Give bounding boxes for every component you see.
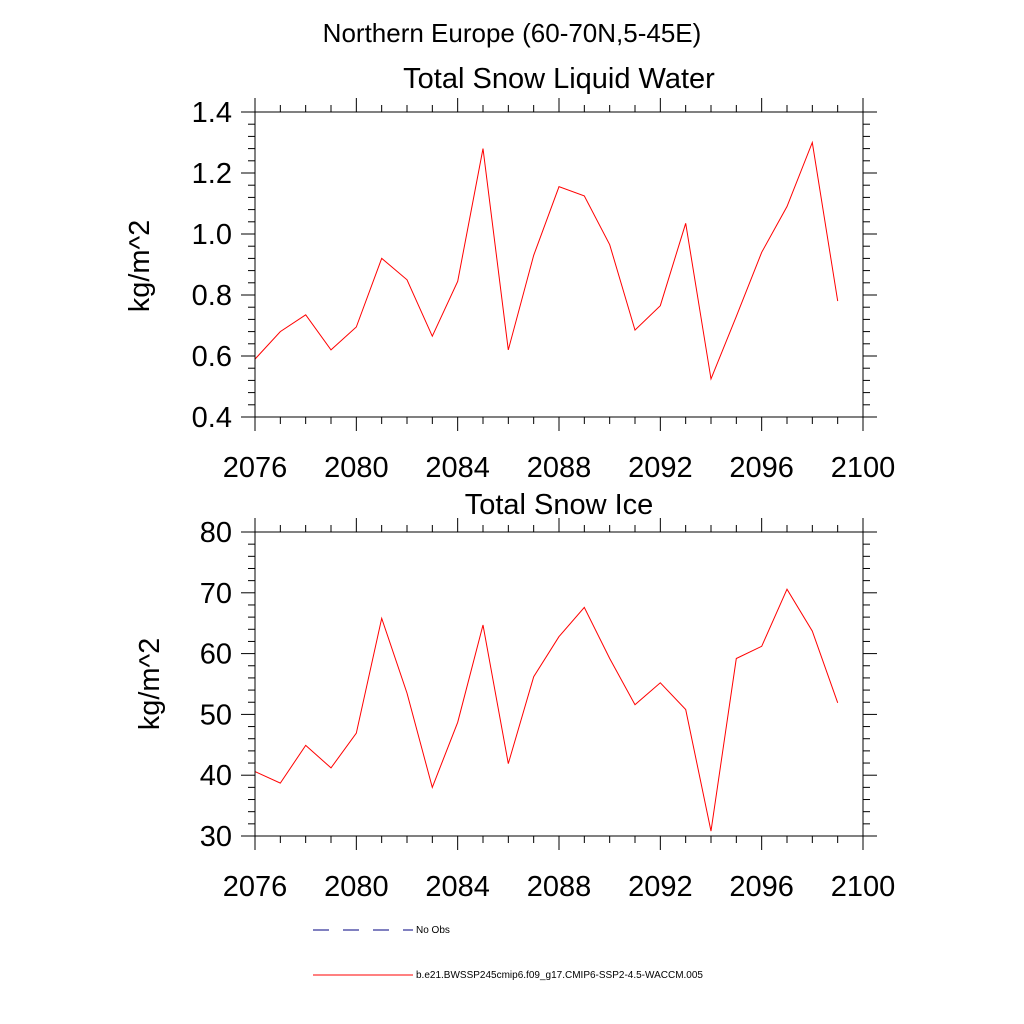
y-tick-label: 70	[200, 578, 232, 610]
y-tick-label: 1.4	[192, 97, 232, 129]
panel-title: Total Snow Liquid Water	[403, 63, 715, 95]
tick-labels: 2076 2080 2084 2088 2092 2096 2100 0.4 0.6 0.8 1.0…	[192, 97, 896, 484]
x-tick-label: 2092	[628, 871, 693, 903]
x-tick-label: 2096	[729, 871, 794, 903]
x-tick-label: 2076	[223, 871, 288, 903]
series-lines	[254, 140, 839, 381]
y-tick-label: 30	[200, 821, 232, 853]
x-tick-label: 2100	[831, 452, 896, 484]
x-tick-label: 2084	[425, 452, 490, 484]
x-tick-label: 2080	[324, 452, 389, 484]
y-tick-label: 0.4	[192, 402, 232, 434]
series-line	[254, 588, 839, 832]
y-tick-label: 80	[200, 517, 232, 549]
panel-snow-liquid-water: Total Snow Liquid Water kg/m^2 2076 2080 2…	[124, 63, 895, 484]
axis-ticks	[241, 98, 877, 431]
x-tick-label: 2088	[527, 452, 592, 484]
x-tick-label: 2100	[831, 871, 896, 903]
y-axis-label: kg/m^2	[134, 638, 166, 731]
series-line	[254, 140, 839, 381]
axis-ticks	[241, 518, 877, 850]
x-tick-label: 2076	[223, 452, 288, 484]
legend-label-no-obs: No Obs	[416, 925, 450, 936]
panel-title: Total Snow Ice	[465, 489, 654, 521]
y-tick-label: 0.6	[192, 341, 232, 373]
panel-snow-ice: Total Snow Ice kg/m^2 2076 2080 2084 2088 20…	[134, 489, 895, 903]
legend-label-model: b.e21.BWSSP245cmip6.f09_g17.CMIP6-SSP2-4…	[416, 970, 703, 981]
legend: No Obs b.e21.BWSSP245cmip6.f09_g17.CMIP6…	[313, 925, 703, 981]
figure-suptitle: Northern Europe (60-70N,5-45E)	[323, 18, 702, 48]
plot-frame	[254, 111, 864, 418]
y-tick-label: 50	[200, 699, 232, 731]
series-lines	[254, 588, 839, 832]
x-tick-label: 2096	[729, 452, 794, 484]
x-tick-label: 2088	[527, 871, 592, 903]
x-tick-label: 2080	[324, 871, 389, 903]
plot-frame	[254, 531, 864, 837]
y-tick-label: 0.8	[192, 280, 232, 312]
tick-labels: 2076 2080 2084 2088 2092 2096 2100 30 40 50 60 70 80	[200, 517, 896, 903]
y-tick-label: 40	[200, 760, 232, 792]
y-tick-label: 1.0	[192, 219, 232, 251]
y-tick-label: 60	[200, 639, 232, 671]
y-axis-label: kg/m^2	[124, 220, 156, 313]
x-tick-label: 2084	[425, 871, 490, 903]
x-tick-label: 2092	[628, 452, 693, 484]
y-tick-label: 1.2	[192, 158, 232, 190]
